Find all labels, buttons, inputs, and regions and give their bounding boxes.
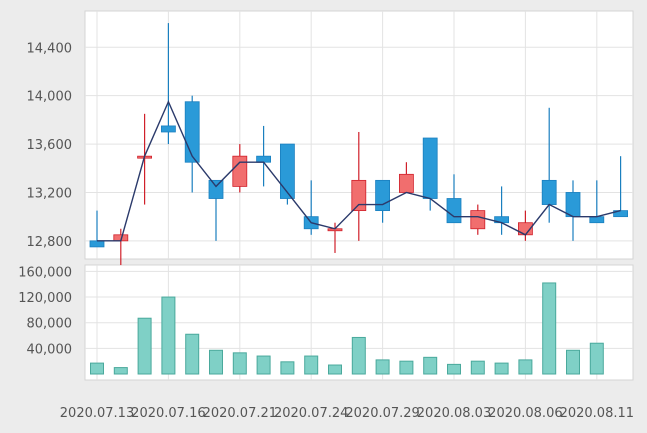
x-tick-label: 2020.08.11 [560, 406, 634, 421]
x-tick-label: 2020.07.24 [274, 406, 348, 421]
volume-bar [399, 360, 414, 375]
volume-bar [566, 349, 580, 375]
candle-body [256, 155, 272, 163]
volume-bar [328, 364, 342, 375]
price-y-tick-label: 13,600 [27, 138, 73, 153]
volume-bar [518, 359, 533, 375]
x-tick-label: 2020.08.03 [417, 406, 491, 421]
volume-bar [423, 356, 438, 375]
candle-body [565, 192, 581, 218]
x-tick-label: 2020.07.21 [203, 406, 277, 421]
volume-bar [137, 317, 152, 375]
x-tick-label: 2020.08.06 [488, 406, 562, 421]
candle-body [470, 210, 486, 230]
x-tick-label: 2020.07.29 [345, 406, 419, 421]
candle-body [422, 137, 438, 199]
volume-bar [280, 361, 295, 375]
volume-bar [447, 363, 461, 375]
candle-body [446, 198, 462, 224]
volume-bar [494, 362, 509, 375]
volume-bar [161, 296, 176, 375]
candle-body [351, 179, 367, 212]
volume-y-tick-label: 120,000 [18, 291, 72, 306]
candle-body [184, 101, 200, 163]
volume-bar [470, 360, 485, 375]
volume-bar [589, 342, 604, 375]
candle-body [398, 173, 414, 193]
price-trend-line [97, 99, 621, 242]
volume-bar [90, 362, 104, 375]
candle-body [208, 179, 224, 199]
volume-bar [185, 333, 200, 375]
volume-bar [542, 282, 557, 375]
price-y-tick-label: 14,000 [27, 90, 73, 105]
volume-y-tick-label: 160,000 [18, 265, 72, 280]
candle-body [589, 216, 605, 224]
candle-body [541, 179, 557, 205]
candle-body [232, 155, 248, 187]
volume-bar [304, 355, 319, 375]
volume-bar [256, 355, 271, 375]
volume-bar [209, 349, 223, 375]
volume-bar [113, 367, 128, 375]
x-tick-label: 2020.07.13 [60, 406, 134, 421]
price-y-tick-label: 12,800 [27, 235, 73, 250]
volume-y-tick-label: 40,000 [27, 342, 73, 357]
volume-bar [375, 359, 390, 375]
candle-body [279, 143, 295, 199]
price-y-tick-label: 13,200 [27, 186, 73, 201]
volume-y-tick-label: 80,000 [27, 317, 73, 332]
volume-bar [351, 336, 366, 375]
x-tick-label: 2020.07.16 [131, 406, 205, 421]
candle-body [375, 179, 391, 212]
volume-bar [232, 352, 247, 375]
price-y-tick-label: 14,400 [27, 41, 73, 56]
candle-body [89, 240, 105, 248]
candle-body [160, 125, 176, 133]
